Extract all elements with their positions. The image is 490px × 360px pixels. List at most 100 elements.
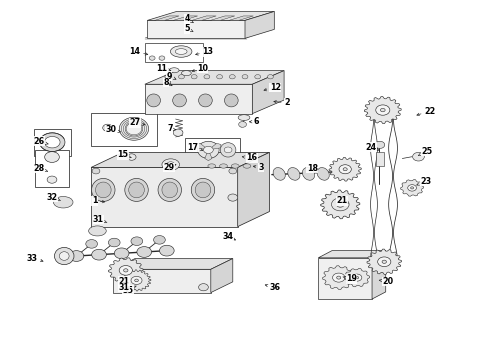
Polygon shape bbox=[145, 71, 284, 84]
Polygon shape bbox=[211, 258, 233, 293]
Text: 16: 16 bbox=[242, 153, 257, 162]
Text: 22: 22 bbox=[417, 107, 435, 116]
Circle shape bbox=[131, 237, 143, 246]
Polygon shape bbox=[113, 258, 233, 269]
Bar bbox=[91, 113, 157, 146]
Circle shape bbox=[339, 165, 351, 174]
Polygon shape bbox=[208, 143, 221, 150]
Circle shape bbox=[331, 198, 349, 211]
Circle shape bbox=[45, 152, 59, 162]
Circle shape bbox=[337, 276, 341, 279]
Polygon shape bbox=[147, 12, 274, 21]
Circle shape bbox=[167, 162, 174, 167]
Polygon shape bbox=[147, 21, 245, 39]
Ellipse shape bbox=[171, 46, 192, 57]
Ellipse shape bbox=[181, 71, 191, 76]
Bar bbox=[35, 149, 69, 187]
Circle shape bbox=[203, 146, 213, 153]
Circle shape bbox=[86, 239, 98, 248]
Ellipse shape bbox=[317, 167, 329, 180]
Ellipse shape bbox=[238, 115, 250, 121]
Ellipse shape bbox=[147, 94, 160, 107]
Circle shape bbox=[338, 203, 343, 206]
Ellipse shape bbox=[172, 94, 186, 107]
Ellipse shape bbox=[288, 167, 300, 180]
Circle shape bbox=[229, 75, 235, 79]
Ellipse shape bbox=[92, 179, 115, 201]
Ellipse shape bbox=[208, 164, 216, 168]
Circle shape bbox=[333, 273, 345, 282]
Circle shape bbox=[355, 276, 359, 279]
Circle shape bbox=[343, 168, 347, 171]
Text: 20: 20 bbox=[379, 277, 394, 286]
Circle shape bbox=[40, 133, 65, 152]
Ellipse shape bbox=[162, 182, 177, 198]
Circle shape bbox=[131, 276, 142, 284]
Polygon shape bbox=[238, 152, 270, 226]
Circle shape bbox=[382, 260, 387, 264]
Text: 2: 2 bbox=[274, 98, 290, 107]
Text: 21: 21 bbox=[119, 276, 130, 285]
Polygon shape bbox=[322, 266, 355, 289]
Text: 15: 15 bbox=[117, 150, 131, 159]
Circle shape bbox=[224, 147, 232, 153]
Circle shape bbox=[242, 75, 248, 79]
Circle shape bbox=[119, 266, 132, 275]
Ellipse shape bbox=[54, 247, 74, 265]
Text: 14: 14 bbox=[129, 47, 148, 56]
Text: 7: 7 bbox=[167, 124, 176, 133]
Ellipse shape bbox=[220, 143, 236, 157]
Text: 13: 13 bbox=[196, 48, 213, 57]
Circle shape bbox=[239, 122, 246, 127]
Polygon shape bbox=[145, 84, 252, 114]
Circle shape bbox=[228, 194, 238, 201]
Polygon shape bbox=[205, 150, 212, 161]
Circle shape bbox=[408, 185, 416, 191]
Ellipse shape bbox=[169, 68, 179, 73]
Polygon shape bbox=[155, 16, 179, 21]
Bar bbox=[145, 42, 203, 62]
Polygon shape bbox=[320, 190, 360, 219]
Text: 27: 27 bbox=[129, 118, 145, 127]
Text: 29: 29 bbox=[163, 163, 176, 172]
Polygon shape bbox=[229, 16, 253, 21]
Circle shape bbox=[413, 152, 424, 161]
Ellipse shape bbox=[198, 94, 212, 107]
Circle shape bbox=[137, 247, 151, 257]
Circle shape bbox=[336, 202, 344, 207]
Circle shape bbox=[333, 199, 348, 210]
Polygon shape bbox=[367, 249, 401, 274]
Ellipse shape bbox=[220, 164, 227, 168]
Polygon shape bbox=[365, 96, 401, 123]
Circle shape bbox=[217, 75, 222, 79]
Circle shape bbox=[127, 154, 136, 160]
Text: 10: 10 bbox=[192, 64, 208, 73]
Circle shape bbox=[114, 248, 129, 259]
Polygon shape bbox=[91, 152, 270, 167]
Text: 24: 24 bbox=[366, 143, 380, 152]
Polygon shape bbox=[173, 16, 197, 21]
Text: 3: 3 bbox=[253, 163, 264, 172]
Circle shape bbox=[178, 75, 184, 79]
Text: 26: 26 bbox=[34, 137, 48, 146]
Circle shape bbox=[411, 187, 414, 189]
Polygon shape bbox=[196, 143, 208, 150]
Circle shape bbox=[191, 75, 197, 79]
Circle shape bbox=[149, 56, 155, 60]
Circle shape bbox=[173, 129, 183, 136]
Text: 28: 28 bbox=[33, 164, 48, 173]
Circle shape bbox=[255, 75, 261, 79]
Circle shape bbox=[380, 108, 385, 112]
Text: 17: 17 bbox=[187, 143, 203, 152]
Circle shape bbox=[92, 168, 100, 174]
Circle shape bbox=[153, 235, 165, 244]
Circle shape bbox=[375, 141, 385, 148]
Text: 30: 30 bbox=[106, 125, 121, 134]
Polygon shape bbox=[210, 16, 235, 21]
Ellipse shape bbox=[273, 167, 285, 180]
Ellipse shape bbox=[195, 182, 211, 198]
Text: 36: 36 bbox=[265, 283, 281, 292]
Ellipse shape bbox=[158, 179, 181, 201]
Circle shape bbox=[204, 75, 210, 79]
Circle shape bbox=[352, 274, 362, 281]
